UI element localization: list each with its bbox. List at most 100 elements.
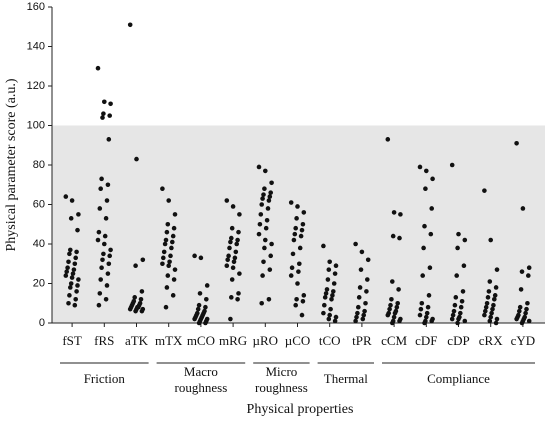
data-point [398, 212, 403, 217]
data-point [365, 277, 370, 282]
data-point [170, 233, 176, 239]
data-point [424, 310, 430, 316]
data-point [331, 289, 336, 294]
data-point [167, 259, 172, 265]
data-point [266, 198, 272, 203]
data-point [288, 273, 294, 278]
data-point [267, 194, 273, 199]
data-point [140, 257, 146, 263]
data-point [520, 206, 526, 211]
data-point [364, 289, 369, 294]
data-point [490, 306, 495, 312]
group-label: roughness [255, 380, 308, 395]
data-point [76, 212, 81, 217]
data-point [424, 168, 429, 174]
data-point [426, 293, 432, 298]
data-point [98, 186, 103, 191]
data-point [295, 281, 300, 286]
data-point [387, 306, 392, 312]
data-point [452, 302, 458, 308]
data-point [494, 316, 500, 322]
x-tick-label: cDF [415, 333, 437, 348]
group-label: roughness [175, 380, 228, 395]
data-point [356, 295, 362, 300]
data-point [95, 65, 101, 71]
data-point [265, 206, 271, 211]
data-point [418, 306, 424, 312]
data-point [514, 316, 519, 322]
data-point [488, 314, 494, 320]
x-tick-label: cYD [511, 333, 536, 348]
data-point [231, 259, 237, 265]
data-point [300, 221, 306, 227]
data-point [192, 316, 197, 322]
x-tick-label: mRG [219, 333, 247, 348]
data-point [385, 137, 391, 142]
data-point [333, 263, 339, 269]
data-point [519, 269, 525, 274]
data-point [68, 216, 74, 221]
data-point [269, 241, 274, 247]
data-point [459, 298, 465, 304]
data-point [71, 267, 77, 272]
data-point [517, 308, 522, 314]
data-point [326, 316, 332, 322]
data-point [355, 310, 360, 316]
group-label: Thermal [324, 371, 368, 386]
data-point [420, 273, 426, 278]
data-point [74, 289, 79, 294]
data-point [354, 314, 359, 320]
data-point [419, 300, 425, 306]
data-point [195, 306, 201, 312]
data-point [353, 318, 358, 324]
data-point [107, 253, 112, 259]
data-point [96, 229, 102, 235]
data-point [417, 164, 423, 170]
data-point [127, 306, 133, 312]
data-point [171, 225, 177, 231]
data-point [104, 283, 110, 288]
data-point [160, 186, 165, 191]
data-point [196, 320, 202, 326]
data-point [228, 239, 233, 245]
data-point [299, 312, 305, 318]
data-point [293, 302, 299, 308]
data-point [102, 233, 108, 239]
data-point [262, 186, 267, 191]
data-point [526, 265, 532, 271]
data-point [422, 223, 427, 229]
data-point [517, 304, 523, 310]
data-point [232, 255, 238, 261]
data-point [139, 289, 145, 294]
data-point [101, 251, 106, 257]
data-point [461, 263, 467, 269]
data-point [429, 318, 435, 324]
data-point [449, 316, 455, 322]
data-point [514, 140, 519, 146]
data-point [455, 245, 460, 251]
data-point [237, 212, 242, 217]
data-point [67, 251, 72, 257]
data-point [203, 304, 208, 310]
data-point [108, 101, 113, 107]
data-point [491, 302, 496, 308]
data-point [385, 312, 391, 318]
data-point [487, 318, 493, 324]
data-point [492, 297, 497, 302]
data-point [422, 320, 427, 326]
data-point [388, 302, 393, 308]
data-point [299, 227, 305, 233]
data-point [325, 277, 331, 282]
data-point [256, 231, 262, 237]
data-point [73, 297, 78, 302]
data-point [161, 255, 166, 261]
data-point [198, 255, 204, 261]
data-point [105, 182, 111, 188]
data-point [421, 245, 426, 251]
data-point [453, 295, 459, 300]
data-point [297, 245, 303, 251]
data-point [63, 194, 69, 199]
data-point [236, 229, 241, 235]
data-point [291, 237, 297, 243]
group-label: Compliance [427, 371, 490, 386]
